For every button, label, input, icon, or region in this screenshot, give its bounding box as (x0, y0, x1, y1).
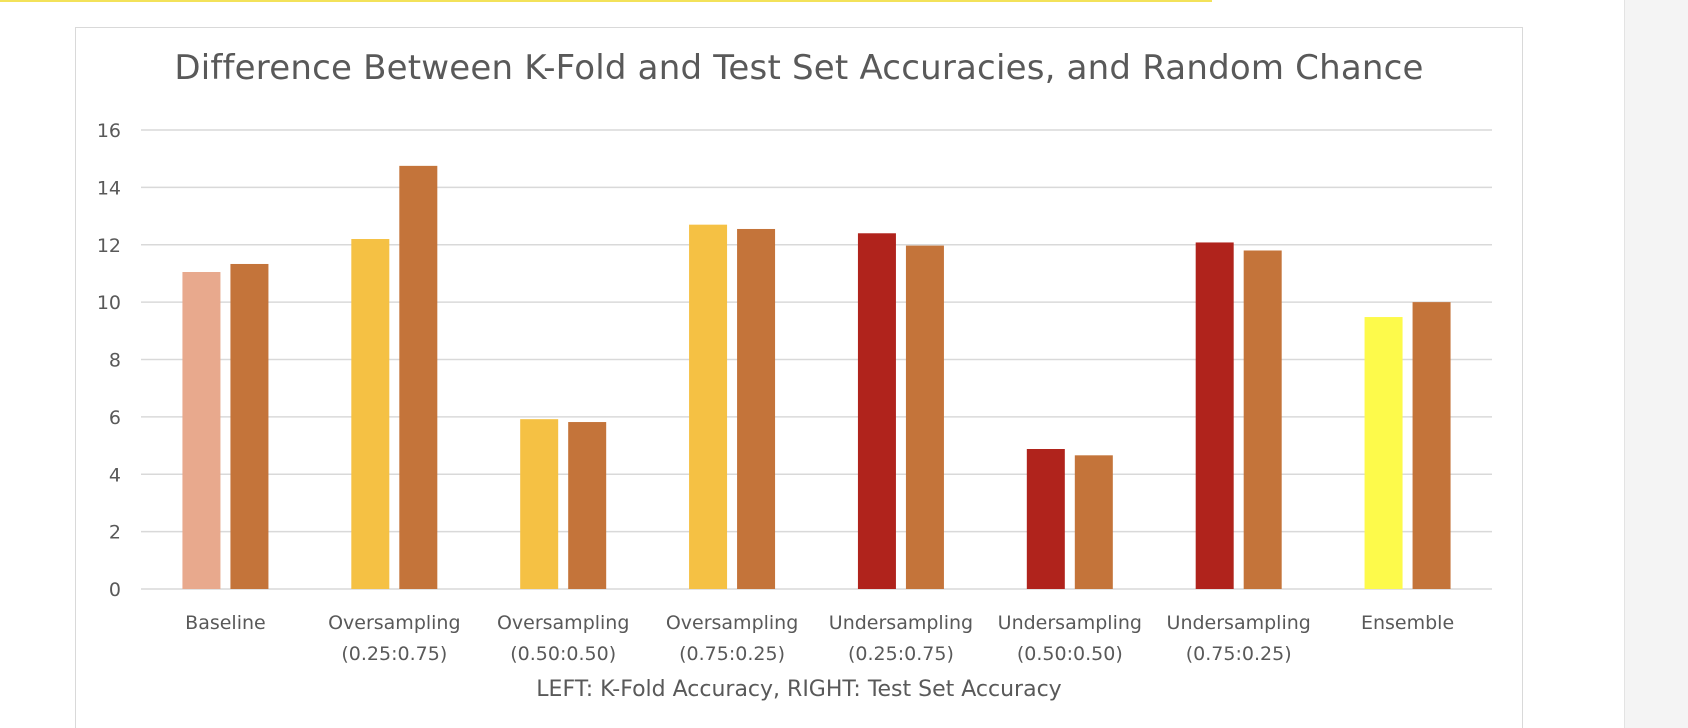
bar-kfold (520, 419, 559, 589)
y-tick-label: 2 (109, 522, 121, 544)
x-tick-label: (0.75:0.25) (1186, 643, 1292, 665)
bar-kfold (182, 272, 221, 589)
y-tick-label: 10 (97, 292, 121, 314)
bar-test (1412, 302, 1451, 589)
y-tick-label: 8 (109, 350, 121, 372)
x-tick-label: Oversampling (328, 612, 460, 634)
y-tick-label: 14 (97, 177, 121, 199)
bar-test (230, 263, 269, 589)
x-tick-label: (0.50:0.50) (1017, 643, 1123, 665)
bar-kfold (1364, 317, 1403, 589)
gridlines (141, 129, 1492, 590)
y-axis-tick-labels: 0 2 4 6 8 10 12 14 16 (97, 120, 121, 601)
bar-test (905, 245, 944, 589)
x-axis-label: LEFT: K-Fold Accuracy, RIGHT: Test Set A… (536, 677, 1062, 702)
y-tick-label: 4 (109, 464, 121, 486)
x-tick-label: (0.25:0.75) (341, 643, 447, 665)
x-tick-label: Undersampling (1167, 612, 1311, 634)
bar-test (1243, 250, 1282, 590)
x-tick-label: (0.25:0.75) (848, 643, 954, 665)
bars (182, 165, 1451, 590)
chart-title: Difference Between K-Fold and Test Set A… (174, 48, 1424, 88)
bar-kfold (857, 233, 896, 589)
bar-test (1074, 455, 1113, 589)
x-tick-label: Undersampling (829, 612, 973, 634)
document-highlight-strip (0, 0, 1212, 2)
x-tick-label: (0.75:0.25) (679, 643, 785, 665)
x-tick-label: Ensemble (1361, 612, 1454, 634)
x-tick-label: (0.50:0.50) (510, 643, 616, 665)
bar-kfold (1026, 449, 1065, 589)
y-tick-label: 16 (97, 120, 121, 142)
x-tick-label: Baseline (185, 612, 266, 634)
bar-test (399, 165, 438, 589)
y-tick-label: 6 (109, 407, 121, 429)
bar-test (737, 228, 776, 590)
y-tick-label: 12 (97, 235, 121, 257)
bar-kfold (1195, 242, 1234, 589)
bar-kfold (351, 239, 390, 589)
bar-kfold (689, 224, 728, 589)
scrollbar-gutter[interactable] (1624, 0, 1688, 728)
x-tick-label: Oversampling (666, 612, 798, 634)
x-axis-tick-labels: Baseline Oversampling (0.25:0.75) Oversampl… (185, 612, 1454, 665)
bar-test (568, 422, 607, 589)
y-tick-label: 0 (109, 579, 121, 601)
x-tick-label: Undersampling (998, 612, 1142, 634)
x-tick-label: Oversampling (497, 612, 629, 634)
